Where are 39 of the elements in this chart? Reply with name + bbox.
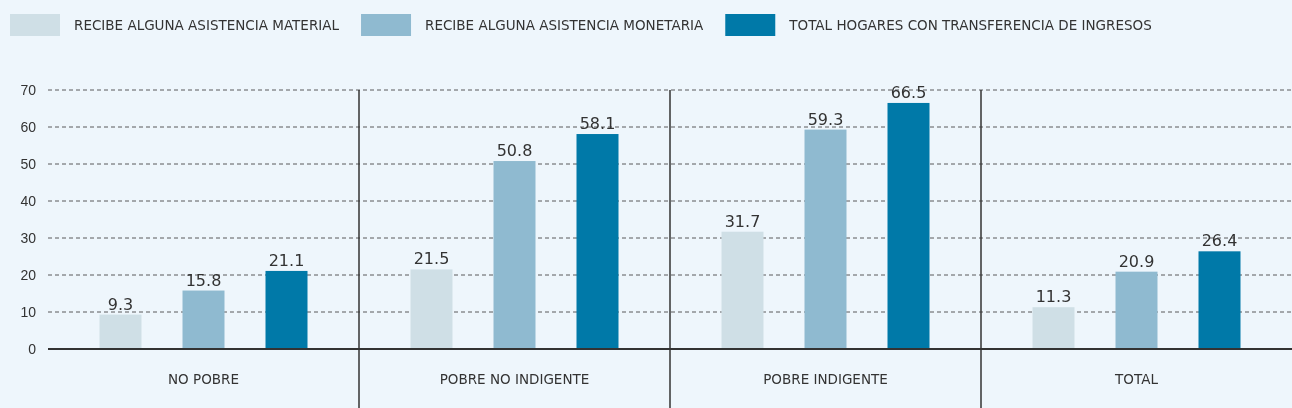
x-tick-label: POBRE INDIGENTE xyxy=(763,371,888,387)
y-tick-label: 70 xyxy=(20,81,37,98)
data-label: 9.3 xyxy=(107,294,134,314)
data-label: 21.5 xyxy=(413,249,450,269)
x-tick-label: TOTAL xyxy=(1114,371,1159,387)
bar xyxy=(265,270,308,349)
y-tick-label: 50 xyxy=(20,155,37,172)
data-label: 26.4 xyxy=(1201,231,1238,251)
bar xyxy=(410,269,453,349)
bar xyxy=(721,231,764,349)
y-tick-label: 0 xyxy=(28,340,37,357)
data-label: 21.1 xyxy=(268,250,305,270)
y-tick-label: 40 xyxy=(20,192,37,209)
legend-label: RECIBE ALGUNA ASISTENCIA MONETARIA xyxy=(425,17,705,33)
bar xyxy=(182,290,225,349)
y-tick-label: 30 xyxy=(20,229,37,246)
data-label: 58.1 xyxy=(579,114,616,134)
data-label: 50.8 xyxy=(496,141,533,161)
data-label: 15.8 xyxy=(185,270,222,290)
x-tick-label: POBRE NO INDIGENTE xyxy=(439,371,590,387)
legend-label: TOTAL HOGARES CON TRANSFERENCIA DE INGRESOS xyxy=(788,17,1152,33)
bar xyxy=(804,129,847,349)
data-label: 66.5 xyxy=(890,82,927,102)
bar xyxy=(493,161,536,349)
bar xyxy=(576,134,619,349)
bar xyxy=(1198,251,1241,349)
bar xyxy=(1032,307,1075,349)
y-tick-label: 20 xyxy=(20,266,37,283)
bar xyxy=(99,314,142,349)
data-label: 59.3 xyxy=(807,109,844,129)
legend-label: RECIBE ALGUNA ASISTENCIA MATERIAL xyxy=(74,17,340,33)
x-tick-label: NO POBRE xyxy=(168,371,239,387)
data-label: 20.9 xyxy=(1118,251,1155,271)
data-label: 31.7 xyxy=(724,211,761,231)
bar xyxy=(1115,271,1158,349)
bar xyxy=(887,102,930,349)
data-label: 11.3 xyxy=(1035,287,1072,307)
y-tick-label: 60 xyxy=(20,118,37,135)
y-tick-label: 10 xyxy=(20,303,37,320)
